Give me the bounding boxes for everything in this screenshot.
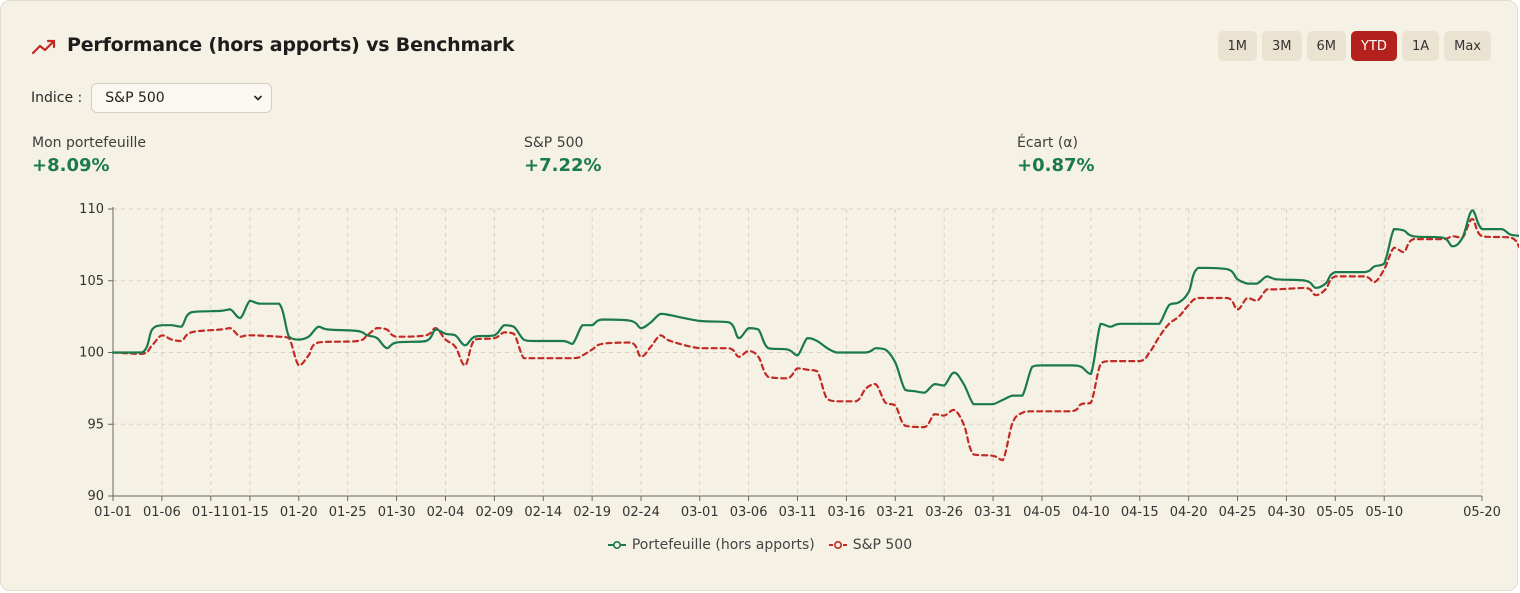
x-tick-label: 04-30: [1268, 505, 1306, 520]
range-button-1m[interactable]: 1M: [1217, 31, 1258, 61]
x-tick-label: 04-15: [1121, 505, 1159, 520]
stat-portfolio: Mon portefeuille +8.09%: [32, 135, 146, 176]
x-tick-label: 04-25: [1219, 505, 1257, 520]
x-tick-label: 01-15: [231, 505, 269, 520]
index-select-value: S&P 500: [105, 90, 165, 106]
card-header: Performance (hors apports) vs Benchmark …: [31, 31, 1491, 65]
stat-alpha: Écart (α) +0.87%: [1017, 135, 1095, 176]
range-button-1a[interactable]: 1A: [1401, 31, 1440, 61]
series-line-portfolio: [111, 209, 1519, 406]
y-tick-label: 90: [87, 489, 104, 504]
x-tick-label: 03-16: [828, 505, 866, 520]
x-tick-label: 02-04: [427, 505, 465, 520]
index-row: Indice : S&P 500: [31, 83, 273, 113]
trending-up-icon: [31, 39, 56, 55]
x-tick-label: 01-11: [192, 505, 230, 520]
x-tick-label: 03-11: [779, 505, 817, 520]
chevron-down-icon: [254, 95, 263, 101]
range-selector: 1M 3M 6M YTD 1A Max: [1217, 31, 1491, 61]
x-tick-label: 01-06: [143, 505, 181, 520]
stat-portfolio-value: +8.09%: [32, 155, 110, 176]
stat-alpha-label: Écart (α): [1017, 135, 1078, 151]
x-tick-label: 01-30: [378, 505, 416, 520]
y-tick-label: 110: [79, 202, 104, 217]
x-tick-label: 04-05: [1023, 505, 1061, 520]
x-tick-label: 02-14: [524, 505, 562, 520]
legend-label-benchmark: S&P 500: [852, 537, 913, 553]
legend-swatch-portfolio: [607, 540, 626, 550]
x-tick-label: 03-21: [876, 505, 914, 520]
legend-label-portfolio: Portefeuille (hors apports): [631, 537, 815, 553]
y-tick-label: 100: [79, 346, 104, 361]
legend-item-benchmark[interactable]: S&P 500: [828, 537, 913, 553]
x-tick-label: 02-24: [622, 505, 660, 520]
chart-title: Performance (hors apports) vs Benchmark: [67, 34, 515, 56]
stat-benchmark-value: +7.22%: [524, 155, 602, 176]
legend-swatch-benchmark: [828, 540, 847, 550]
x-tick-label: 03-06: [730, 505, 768, 520]
chart-legend: Portefeuille (hors apports) S&P 500: [1, 537, 1519, 553]
x-tick-label: 01-20: [280, 505, 318, 520]
range-button-3m[interactable]: 3M: [1262, 31, 1302, 61]
index-label: Indice :: [31, 90, 83, 106]
x-tick-label: 02-09: [475, 505, 513, 520]
x-tick-label: 04-10: [1072, 505, 1110, 520]
x-tick-label: 01-01: [94, 505, 132, 520]
stat-benchmark: S&P 500 +7.22%: [524, 135, 602, 176]
series-line-benchmark: [111, 217, 1519, 462]
legend-item-portfolio[interactable]: Portefeuille (hors apports): [607, 537, 815, 553]
x-tick-label: 01-25: [329, 505, 367, 520]
x-tick-label: 03-01: [681, 505, 719, 520]
performance-chart: 90 95 100 105 110 01-01 01-06 01-11 01-15 01-20 01…: [79, 202, 1519, 520]
range-button-max[interactable]: Max: [1444, 31, 1491, 61]
index-select[interactable]: S&P 500: [91, 83, 273, 113]
range-button-ytd[interactable]: YTD: [1351, 31, 1397, 61]
y-tick-label: 95: [87, 417, 104, 432]
x-tick-label: 02-19: [573, 505, 611, 520]
x-tick-label: 04-20: [1170, 505, 1208, 520]
stat-benchmark-label: S&P 500: [524, 135, 584, 151]
y-tick-label: 105: [79, 274, 104, 289]
x-tick-label: 05-05: [1316, 505, 1354, 520]
x-tick-label: 05-20: [1463, 505, 1501, 520]
x-tick-label: 03-26: [925, 505, 963, 520]
x-tick-label: 05-10: [1365, 505, 1403, 520]
stat-portfolio-label: Mon portefeuille: [32, 135, 146, 151]
x-tick-label: 03-31: [974, 505, 1012, 520]
stat-alpha-value: +0.87%: [1017, 155, 1095, 176]
range-button-6m[interactable]: 6M: [1306, 31, 1347, 61]
